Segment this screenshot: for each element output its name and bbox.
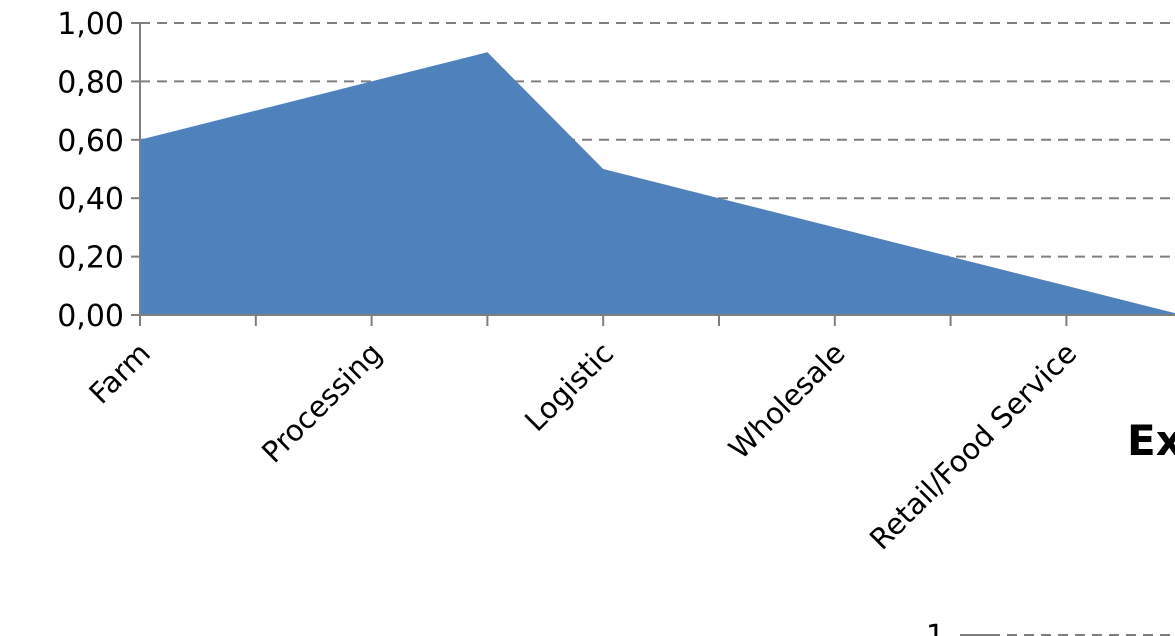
area-fill xyxy=(140,52,1175,315)
x-tick-label: Logistic xyxy=(518,336,620,438)
y-tick-label: 0,20 xyxy=(57,241,124,276)
second-chart-fragment: 1 xyxy=(926,619,1175,636)
y-tick-label: 0,80 xyxy=(57,65,124,100)
y-tick-label: 0,60 xyxy=(57,124,124,159)
x-tick-label: Wholesale xyxy=(722,336,852,466)
area-series xyxy=(140,52,1175,315)
chart-title-fragment: Ex xyxy=(1127,416,1175,465)
x-tick-label: Processing xyxy=(255,336,389,470)
x-tick-label: Farm xyxy=(82,336,157,411)
mini-y-tick-label: 1 xyxy=(926,619,945,636)
x-axis-labels: Farm Processing Logistic Wholesale Retail/Fo… xyxy=(82,336,1083,556)
axes xyxy=(131,22,1175,326)
y-tick-label: 0,00 xyxy=(57,299,124,334)
y-tick-label: 0,40 xyxy=(57,182,124,217)
y-axis-ticks: 0,00 0,20 0,40 0,60 0,80 1,00 xyxy=(57,7,124,334)
y-tick-label: 1,00 xyxy=(57,7,124,42)
x-tick-label: Retail/Food Service xyxy=(863,336,1083,556)
